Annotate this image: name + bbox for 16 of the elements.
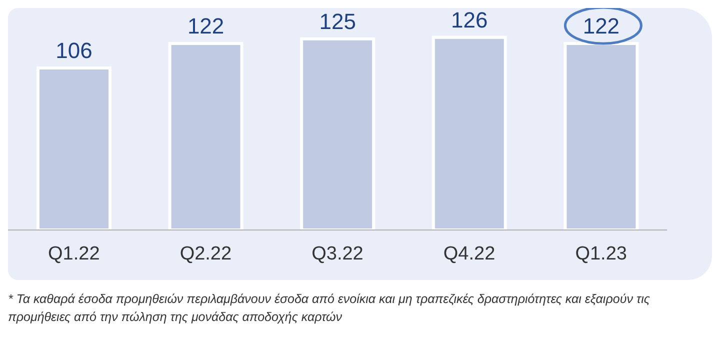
data-label: 126 xyxy=(451,7,488,32)
bar xyxy=(432,36,507,230)
data-label: 125 xyxy=(319,8,356,34)
bar xyxy=(300,37,376,230)
bar xyxy=(168,42,244,230)
x-tick-label: Q2.22 xyxy=(180,243,232,264)
data-label: 122 xyxy=(582,14,620,39)
x-tick-label: Q1.23 xyxy=(575,243,627,264)
x-tick-label: Q4.22 xyxy=(443,243,496,264)
data-label: 122 xyxy=(187,14,224,39)
x-tick-label: Q1.22 xyxy=(48,243,100,264)
bar xyxy=(564,42,639,230)
x-tick-label: Q3.22 xyxy=(312,243,364,264)
bar xyxy=(36,66,112,230)
text: * Τα καθαρά έσοδα προμηθειών περιλαμβάνουν έσοδα από ενοίκια και μη τραπεζικές δραστηριότητες και εξαιρούν τις προμήθειες από την πώληση της μονάδας αποδοχής καρτών xyxy=(8,291,651,326)
data-label: 106 xyxy=(56,38,92,63)
